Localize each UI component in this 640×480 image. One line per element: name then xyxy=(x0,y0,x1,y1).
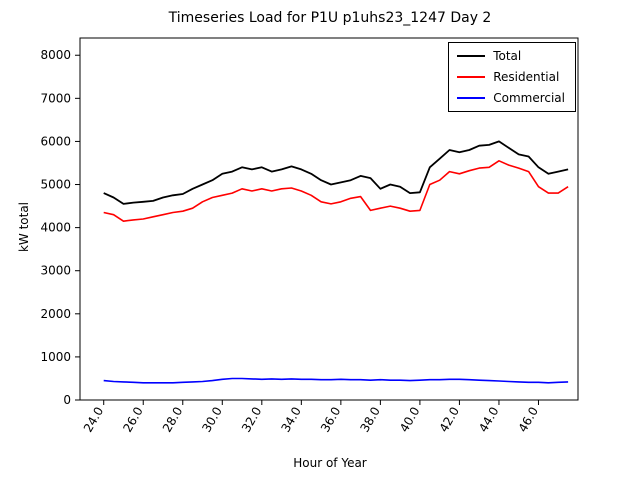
series-line-total xyxy=(103,140,569,205)
legend: Total Residential Commercial xyxy=(448,42,576,112)
axes-frame xyxy=(79,37,579,401)
legend-swatch-total xyxy=(457,55,486,57)
x-tick-label: 28.0 xyxy=(160,405,185,435)
x-tick-label: 46.0 xyxy=(516,405,541,435)
y-tick-label: 4000 xyxy=(40,221,71,235)
chart-title: Timeseries Load for P1U p1uhs23_1247 Day… xyxy=(168,10,492,26)
legend-item-residential: Residential xyxy=(457,70,565,84)
series-line-commercial xyxy=(103,377,569,384)
y-tick-label: 3000 xyxy=(40,264,71,278)
x-tick-label: 30.0 xyxy=(199,405,224,435)
x-tick-label: 42.0 xyxy=(437,405,462,435)
legend-swatch-commercial xyxy=(457,97,486,99)
x-tick-label: 38.0 xyxy=(357,405,382,435)
legend-item-total: Total xyxy=(457,49,565,63)
legend-label-total: Total xyxy=(493,49,522,63)
legend-label-residential: Residential xyxy=(493,70,560,84)
x-tick-label: 36.0 xyxy=(318,405,343,435)
y-tick-label: 1000 xyxy=(40,350,71,364)
x-tick-label: 26.0 xyxy=(120,405,145,435)
legend-label-commercial: Commercial xyxy=(493,91,565,105)
x-tick-label: 32.0 xyxy=(239,405,264,435)
y-tick-label: 8000 xyxy=(40,48,71,62)
x-tick-label: 40.0 xyxy=(397,405,422,435)
y-tick-label: 0 xyxy=(63,393,71,407)
x-axis-label: Hour of Year xyxy=(293,456,367,470)
legend-item-commercial: Commercial xyxy=(457,91,565,105)
y-tick-label: 6000 xyxy=(40,134,71,148)
y-axis-label: kW total xyxy=(17,201,31,253)
y-tick-label: 7000 xyxy=(40,91,71,105)
y-tick-label: 2000 xyxy=(40,307,71,321)
x-tick-label: 24.0 xyxy=(81,405,106,435)
y-tick-label: 5000 xyxy=(40,178,71,192)
series-line-residential xyxy=(103,160,569,222)
x-tick-label: 44.0 xyxy=(476,405,501,435)
x-tick-label: 34.0 xyxy=(278,405,303,435)
legend-swatch-residential xyxy=(457,76,486,78)
